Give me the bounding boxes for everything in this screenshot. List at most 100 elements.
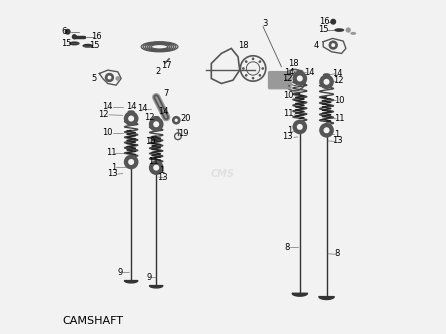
Circle shape	[329, 40, 338, 50]
Ellipse shape	[296, 70, 303, 73]
Circle shape	[245, 74, 248, 77]
Circle shape	[346, 27, 351, 33]
Text: 7: 7	[164, 89, 169, 98]
Circle shape	[294, 71, 296, 73]
Text: 1: 1	[111, 163, 116, 171]
Circle shape	[299, 73, 301, 75]
FancyBboxPatch shape	[127, 114, 136, 119]
Polygon shape	[292, 293, 307, 296]
Text: 15: 15	[61, 39, 71, 48]
Text: 10: 10	[283, 91, 293, 100]
Circle shape	[128, 116, 134, 122]
Text: 13: 13	[282, 133, 293, 141]
Text: 15: 15	[89, 41, 99, 50]
Circle shape	[116, 76, 120, 81]
Text: 14: 14	[103, 103, 113, 111]
Circle shape	[288, 73, 290, 75]
Circle shape	[172, 116, 181, 125]
Text: 11: 11	[148, 157, 158, 166]
Text: 20: 20	[180, 114, 191, 123]
Circle shape	[297, 75, 303, 81]
Circle shape	[245, 60, 248, 63]
FancyBboxPatch shape	[152, 120, 161, 124]
Ellipse shape	[83, 44, 93, 48]
Circle shape	[288, 85, 290, 87]
Text: 3: 3	[262, 19, 268, 28]
Text: 10: 10	[103, 129, 113, 137]
Circle shape	[294, 87, 296, 89]
Text: 12: 12	[99, 110, 109, 119]
Text: 1: 1	[160, 166, 165, 175]
Text: 11: 11	[334, 114, 344, 123]
Text: 12: 12	[333, 76, 343, 85]
Ellipse shape	[128, 110, 135, 114]
Circle shape	[302, 79, 304, 81]
Circle shape	[331, 43, 335, 47]
Ellipse shape	[69, 41, 80, 45]
Ellipse shape	[334, 28, 344, 32]
Circle shape	[107, 75, 112, 79]
Circle shape	[105, 73, 114, 82]
Text: 10: 10	[334, 96, 344, 105]
Circle shape	[299, 85, 301, 87]
Text: 14: 14	[332, 69, 343, 78]
Circle shape	[330, 19, 336, 25]
Text: 18: 18	[238, 41, 248, 49]
Text: 2: 2	[155, 67, 161, 76]
Circle shape	[319, 74, 334, 89]
Circle shape	[128, 159, 134, 165]
Ellipse shape	[350, 32, 356, 35]
Circle shape	[252, 57, 254, 60]
Text: CAMSHAFT: CAMSHAFT	[63, 316, 124, 326]
Text: 14: 14	[285, 68, 295, 77]
Text: 15: 15	[318, 25, 328, 34]
Text: 5: 5	[92, 74, 97, 83]
Ellipse shape	[153, 116, 160, 119]
FancyBboxPatch shape	[322, 77, 331, 82]
Circle shape	[323, 79, 330, 85]
Circle shape	[286, 79, 288, 81]
Circle shape	[323, 127, 330, 133]
Text: 14: 14	[157, 107, 168, 116]
Circle shape	[124, 155, 139, 169]
Polygon shape	[149, 286, 163, 288]
Text: 1: 1	[334, 130, 339, 139]
Text: 16: 16	[91, 32, 101, 41]
Text: 19: 19	[178, 129, 188, 138]
Circle shape	[149, 117, 164, 132]
Text: CMS: CMS	[211, 169, 235, 179]
Text: 10: 10	[145, 138, 156, 146]
Circle shape	[293, 120, 307, 134]
Text: 13: 13	[332, 137, 343, 145]
Circle shape	[297, 124, 303, 130]
Circle shape	[259, 74, 261, 77]
Text: 1: 1	[287, 127, 293, 135]
Circle shape	[242, 67, 245, 70]
Text: 12: 12	[144, 113, 154, 122]
Text: 11: 11	[106, 148, 116, 157]
Circle shape	[293, 71, 307, 86]
Circle shape	[174, 119, 178, 122]
Text: 14: 14	[126, 102, 136, 111]
Circle shape	[319, 123, 334, 138]
FancyBboxPatch shape	[268, 71, 291, 89]
Text: 14: 14	[304, 68, 314, 76]
Circle shape	[149, 160, 164, 175]
Text: 18: 18	[288, 59, 298, 68]
Text: 16: 16	[319, 17, 330, 26]
Text: 12: 12	[282, 74, 293, 83]
Circle shape	[72, 34, 77, 39]
Circle shape	[261, 67, 264, 70]
Circle shape	[153, 165, 159, 171]
Text: 17: 17	[161, 61, 172, 69]
Text: 8: 8	[285, 243, 290, 252]
Circle shape	[252, 77, 254, 79]
Text: 13: 13	[107, 169, 118, 178]
Text: 13: 13	[157, 173, 168, 182]
FancyBboxPatch shape	[295, 74, 305, 78]
Text: 6: 6	[62, 27, 67, 35]
Text: 8: 8	[335, 249, 340, 258]
Polygon shape	[124, 281, 138, 283]
Ellipse shape	[323, 73, 330, 76]
Text: 9: 9	[147, 273, 152, 282]
